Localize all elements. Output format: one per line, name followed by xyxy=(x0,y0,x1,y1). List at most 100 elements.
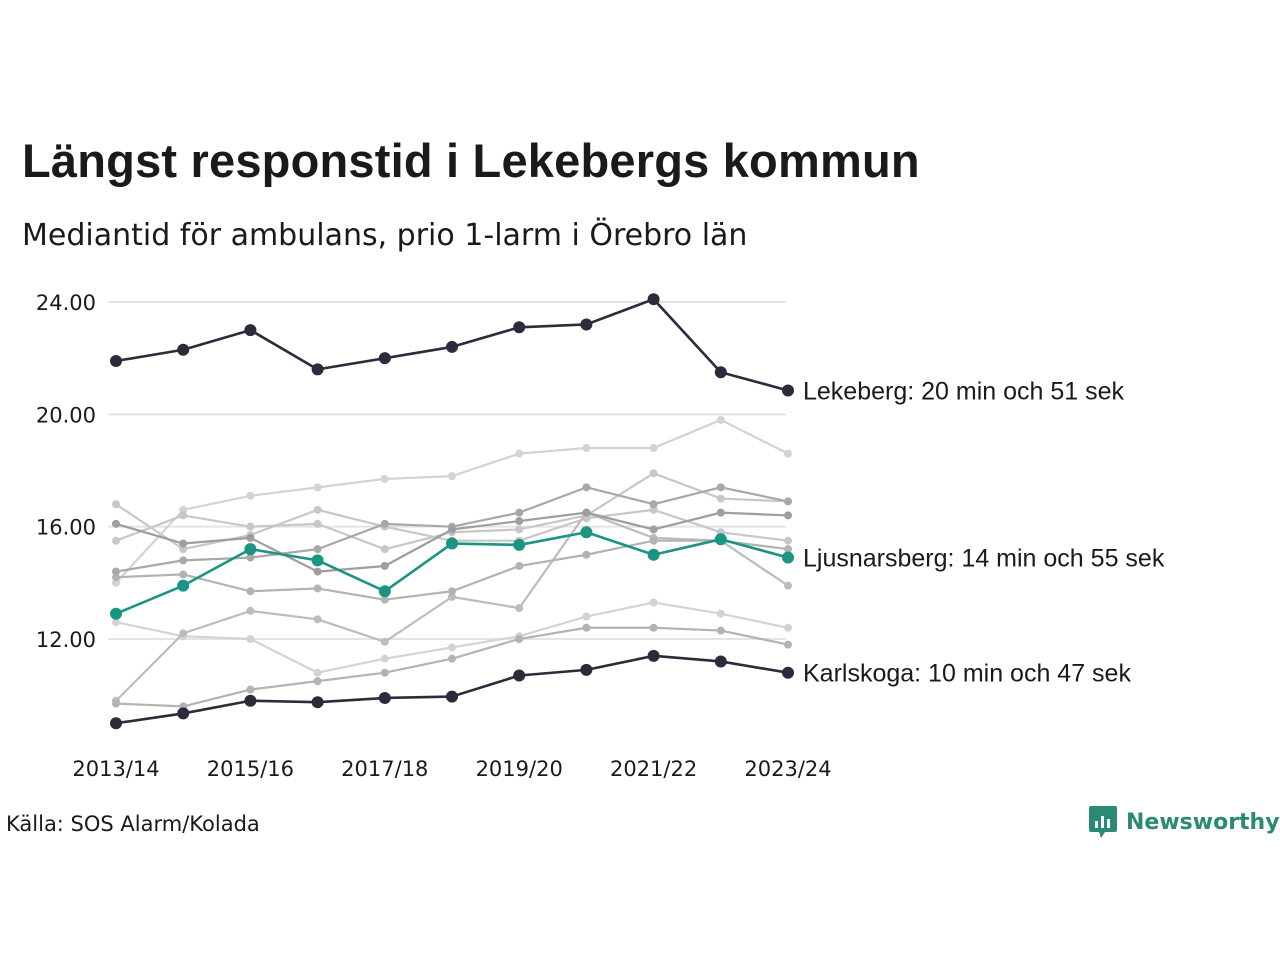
data-point xyxy=(313,567,322,576)
y-tick-label: 12.00 xyxy=(36,628,96,652)
data-point xyxy=(112,567,120,576)
data-point xyxy=(784,497,792,506)
data-point xyxy=(647,293,660,306)
data-point xyxy=(782,551,794,564)
series-background xyxy=(112,508,792,576)
data-point xyxy=(112,573,120,582)
series-lekeberg xyxy=(110,293,794,397)
data-point xyxy=(647,649,660,662)
data-point xyxy=(246,606,255,615)
data-point xyxy=(716,626,725,635)
data-point xyxy=(179,556,188,565)
data-point xyxy=(246,491,255,500)
data-point xyxy=(716,483,725,492)
data-point xyxy=(649,469,658,478)
data-point xyxy=(244,694,257,707)
data-point xyxy=(112,618,120,627)
data-point xyxy=(580,526,593,539)
data-point xyxy=(513,669,526,682)
data-point xyxy=(380,545,389,554)
data-point xyxy=(179,570,188,579)
data-point xyxy=(784,545,792,554)
data-point xyxy=(515,561,524,570)
data-point xyxy=(784,511,792,520)
data-point xyxy=(313,615,322,624)
data-point xyxy=(448,643,456,652)
brand-logo: Newsworthy xyxy=(1088,805,1280,839)
x-tick-label: 2017/18 xyxy=(341,757,428,781)
data-point xyxy=(582,612,591,621)
data-point xyxy=(313,483,322,492)
data-point xyxy=(580,663,593,676)
data-point xyxy=(714,655,727,668)
data-point xyxy=(515,449,524,458)
data-point xyxy=(782,666,794,679)
data-point xyxy=(380,654,389,663)
data-point xyxy=(246,587,255,596)
data-point xyxy=(179,545,188,554)
series-ljusnarsberg xyxy=(110,526,794,620)
data-point xyxy=(311,363,324,376)
data-point xyxy=(515,604,524,613)
x-tick-label: 2015/16 xyxy=(207,757,294,781)
data-point xyxy=(244,543,257,556)
data-point xyxy=(112,519,120,528)
data-point xyxy=(313,668,322,677)
data-point xyxy=(311,554,324,567)
data-point xyxy=(649,536,658,545)
data-point xyxy=(513,538,526,551)
data-point xyxy=(649,525,658,534)
x-tick-label: 2023/24 xyxy=(744,757,831,781)
data-point xyxy=(246,522,255,531)
data-point xyxy=(378,691,391,704)
data-point xyxy=(784,449,792,458)
brand-name: Newsworthy xyxy=(1126,809,1280,835)
data-point xyxy=(177,343,190,356)
data-point xyxy=(784,640,792,649)
data-point xyxy=(112,578,120,587)
data-point xyxy=(246,635,255,643)
data-point xyxy=(782,384,794,397)
data-point xyxy=(110,354,122,367)
data-point xyxy=(649,505,658,514)
x-tick-label: 2021/22 xyxy=(610,757,697,781)
data-point xyxy=(110,607,122,620)
series-background xyxy=(112,536,792,604)
x-tick-label: 2013/14 xyxy=(72,757,159,781)
newsworthy-logo-icon xyxy=(1089,806,1117,838)
data-point xyxy=(380,561,389,570)
data-point xyxy=(179,505,188,514)
data-point xyxy=(380,519,389,528)
data-point xyxy=(246,553,255,562)
data-point xyxy=(177,707,190,720)
y-tick-label: 20.00 xyxy=(36,403,96,427)
x-tick-label: 2019/20 xyxy=(476,757,563,781)
data-point xyxy=(513,321,526,334)
data-point xyxy=(714,366,727,379)
data-point xyxy=(246,533,255,542)
data-point xyxy=(446,537,458,550)
data-point xyxy=(378,585,391,598)
series-end-label: Karlskoga: 10 min och 47 sek xyxy=(803,660,1131,688)
data-point xyxy=(313,545,322,554)
data-point xyxy=(649,500,658,509)
series-line xyxy=(115,654,789,725)
data-point xyxy=(515,508,524,517)
data-point xyxy=(716,508,725,517)
data-point xyxy=(580,318,593,331)
x-axis-tick-labels: 2013/14 2015/16 2017/18 2019/20 2021/22 2023/… xyxy=(72,757,831,781)
data-point xyxy=(380,474,389,483)
data-point xyxy=(112,536,120,545)
data-point xyxy=(313,519,322,528)
background-series xyxy=(112,415,792,711)
data-point xyxy=(446,690,458,703)
y-tick-label: 16.00 xyxy=(36,516,96,540)
data-point xyxy=(716,609,725,618)
series-background xyxy=(112,508,792,705)
data-point xyxy=(448,654,456,663)
series-background xyxy=(112,598,792,677)
data-point xyxy=(649,598,658,607)
data-point xyxy=(515,517,524,526)
data-point xyxy=(313,677,322,686)
